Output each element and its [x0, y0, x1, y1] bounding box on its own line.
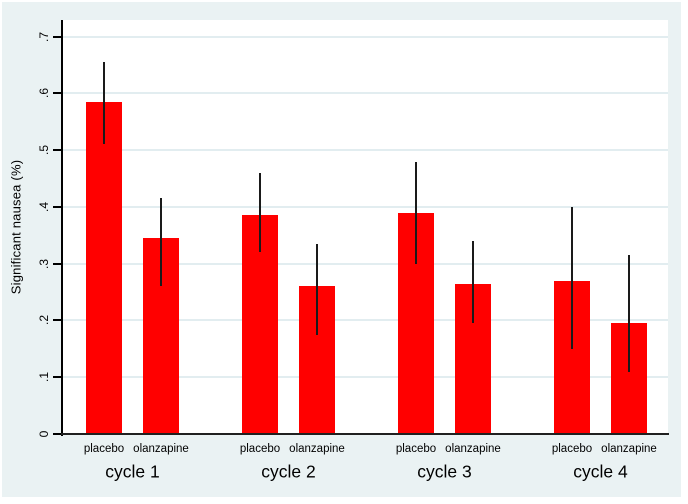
gridline: [62, 92, 668, 95]
gridline: [62, 205, 668, 208]
group-label: cycle 2: [261, 461, 316, 482]
y-tick-mark: [53, 262, 61, 265]
error-bar: [316, 243, 318, 335]
y-tick-mark: [53, 92, 61, 95]
bar-label-placebo: placebo: [83, 443, 125, 455]
error-bar: [628, 255, 630, 372]
y-tick-label: .4: [37, 201, 51, 212]
error-bar: [472, 240, 474, 324]
y-tick-mark: [53, 376, 61, 379]
error-bar: [103, 62, 105, 145]
x-axis-line: [61, 433, 669, 435]
gridline: [62, 319, 668, 322]
y-tick-label: .2: [37, 315, 51, 326]
gridline: [62, 262, 668, 265]
y-tick-label: .3: [37, 258, 51, 269]
y-tick-mark: [53, 35, 61, 38]
y-tick-label: .6: [37, 88, 51, 99]
y-axis-title: Significant nausea (%): [8, 159, 24, 295]
bar-label-olanzapine: olanzapine: [289, 443, 345, 455]
bar-label-olanzapine: olanzapine: [601, 443, 657, 455]
error-bar: [415, 161, 417, 264]
bar-label-olanzapine: olanzapine: [445, 443, 501, 455]
y-tick-label: .7: [37, 31, 51, 42]
bar-placebo: [86, 101, 122, 434]
group-label: cycle 3: [417, 461, 472, 482]
error-bar: [160, 198, 162, 287]
bar-label-placebo: placebo: [395, 443, 437, 455]
y-tick-label: 0: [37, 430, 51, 438]
plot-area: [62, 20, 668, 434]
group-label: cycle 4: [573, 461, 628, 482]
group-label: cycle 1: [105, 461, 160, 482]
y-tick-mark: [53, 205, 61, 208]
error-bar: [259, 172, 261, 253]
y-tick-mark: [53, 149, 61, 152]
y-axis-line: [61, 20, 63, 436]
y-tick-label: .5: [37, 145, 51, 156]
gridline: [62, 149, 668, 152]
error-bar: [571, 206, 573, 349]
figure-background: Significant nausea (%) 0 .1 .2 .3 .4 .5 .6 .7 p…: [2, 2, 681, 497]
gridline: [62, 35, 668, 38]
y-tick-mark: [53, 433, 61, 435]
bar-label-placebo: placebo: [551, 443, 593, 455]
bar-label-placebo: placebo: [239, 443, 281, 455]
y-tick-label: .1: [37, 372, 51, 383]
y-tick-mark: [53, 319, 61, 322]
gridline: [62, 376, 668, 379]
bar-label-olanzapine: olanzapine: [133, 443, 189, 455]
